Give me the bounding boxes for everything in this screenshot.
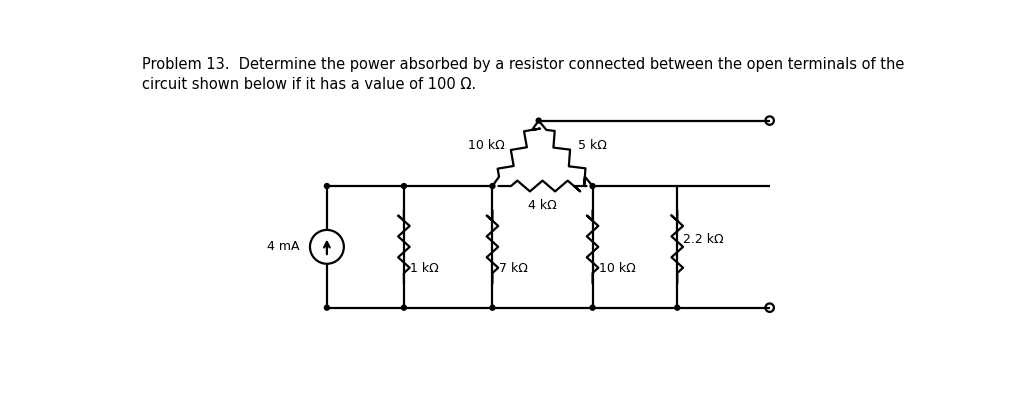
Text: 10 kΩ: 10 kΩ <box>599 262 636 275</box>
Circle shape <box>590 184 595 188</box>
Circle shape <box>325 184 330 188</box>
Text: Problem 13.  Determine the power absorbed by a resistor connected between the op: Problem 13. Determine the power absorbed… <box>142 57 904 72</box>
Text: 4 mA: 4 mA <box>267 240 300 253</box>
Circle shape <box>490 305 495 310</box>
Circle shape <box>590 305 595 310</box>
Circle shape <box>401 305 407 310</box>
Text: 1 kΩ: 1 kΩ <box>410 262 439 275</box>
Text: 4 kΩ: 4 kΩ <box>528 199 557 212</box>
Text: 2.2 kΩ: 2.2 kΩ <box>683 233 724 246</box>
Text: circuit shown below if it has a value of 100 Ω.: circuit shown below if it has a value of… <box>142 77 476 92</box>
Text: 7 kΩ: 7 kΩ <box>499 262 527 275</box>
Circle shape <box>401 184 407 188</box>
Text: 10 kΩ: 10 kΩ <box>468 139 505 152</box>
Circle shape <box>490 184 495 188</box>
Circle shape <box>325 305 330 310</box>
Circle shape <box>537 118 541 123</box>
Circle shape <box>675 305 680 310</box>
Text: 5 kΩ: 5 kΩ <box>579 139 607 152</box>
